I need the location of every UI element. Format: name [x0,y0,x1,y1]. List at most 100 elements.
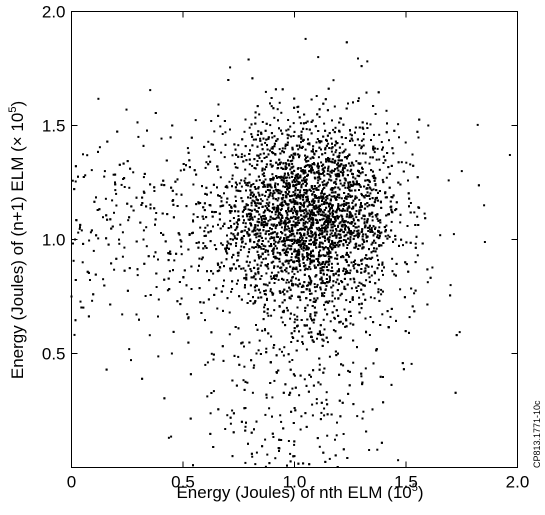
data-point [305,236,308,239]
data-point [259,203,262,205]
data-point [219,227,222,230]
data-point [311,169,314,172]
data-point [380,206,383,209]
data-point [139,221,142,224]
data-point [364,225,367,228]
data-point [300,214,303,217]
data-point [327,219,330,222]
data-point [229,238,232,241]
data-point [252,366,255,369]
data-point [297,295,300,298]
data-point [352,182,355,185]
data-point [310,243,312,246]
data-point [304,267,307,270]
data-point [302,182,305,185]
data-point [240,238,243,241]
data-point [303,281,306,284]
data-point [223,265,225,268]
data-point [330,286,333,289]
data-point [292,215,295,218]
data-point [218,269,221,272]
data-point [348,216,351,219]
data-point [294,189,297,192]
data-point [348,227,350,230]
data-point [343,182,346,185]
data-point [309,258,311,260]
data-point [382,273,384,276]
data-point [374,183,377,185]
data-point [328,217,330,220]
data-point [325,160,328,163]
data-point [411,305,414,308]
data-point [293,97,296,100]
data-point [316,228,319,231]
data-point [202,242,205,245]
data-point [206,395,209,398]
data-point [265,230,268,233]
data-point [358,170,360,173]
data-point [331,242,334,245]
data-point [337,233,340,236]
data-point [248,212,250,215]
data-point [153,186,156,189]
data-point [338,215,341,218]
data-point [345,215,348,218]
data-point [349,133,352,136]
data-point [277,241,280,244]
data-point [347,102,349,105]
data-point [348,255,351,258]
data-point [340,363,343,366]
data-point [265,393,268,396]
data-point [314,314,317,317]
data-point [302,222,305,224]
data-point [224,186,227,188]
data-point [288,297,291,299]
data-point [143,191,146,194]
data-point [312,213,315,216]
data-point [279,253,282,256]
data-point [301,242,304,245]
data-point [297,195,300,198]
data-point [210,120,213,122]
data-point [323,222,326,225]
data-point [300,243,303,246]
data-point [337,225,339,228]
data-point [293,440,296,443]
data-point [280,216,283,219]
data-point [278,240,281,243]
data-point [272,224,275,227]
data-point [311,119,314,122]
data-point [160,232,162,234]
data-point [252,302,255,305]
data-point [289,195,291,198]
data-point [298,394,301,397]
data-point [338,188,341,191]
data-point [149,294,152,296]
data-point [269,382,272,384]
data-point [354,144,357,147]
data-point [286,137,289,140]
data-point [331,235,334,237]
data-point [235,384,238,387]
data-point [299,174,302,177]
data-point [305,192,308,195]
data-point [298,263,301,266]
data-point [274,153,277,156]
data-point [171,189,174,192]
data-point [357,233,360,236]
data-point [318,175,321,178]
data-point [303,265,306,268]
data-point [366,202,369,204]
data-point [294,409,297,412]
data-point [266,148,269,151]
data-point [320,164,323,167]
data-point [198,257,201,260]
data-point [321,294,324,296]
data-point [265,272,268,275]
data-point [308,201,311,203]
data-point [261,329,264,332]
data-point [266,224,269,227]
data-point [259,139,262,142]
data-point [217,114,220,117]
data-point [247,292,250,295]
